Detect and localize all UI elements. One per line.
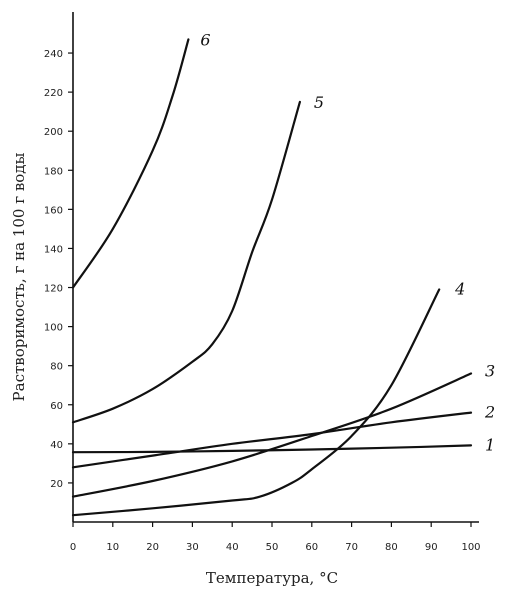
x-tick-label: 40 bbox=[226, 542, 239, 553]
series-curve-4 bbox=[71, 288, 441, 517]
y-tick-label: 200 bbox=[44, 127, 63, 138]
x-tick-label: 70 bbox=[345, 542, 358, 553]
series-curve-5 bbox=[71, 100, 301, 424]
series-labels: 1 2 3 4 5 6 bbox=[200, 30, 495, 454]
series-curve-3 bbox=[71, 372, 473, 498]
y-tick-label: 180 bbox=[44, 166, 63, 177]
x-tick-label: 50 bbox=[266, 542, 279, 553]
y-tick-label: 20 bbox=[50, 479, 63, 490]
y-axis-label: Растворимость, г на 100 г воды bbox=[10, 152, 28, 401]
y-tick-label: 40 bbox=[50, 440, 63, 451]
series-label-4: 4 bbox=[454, 279, 465, 298]
curves bbox=[71, 38, 473, 517]
x-tick-label: 100 bbox=[461, 542, 480, 553]
series-label-2: 2 bbox=[484, 403, 495, 422]
axes bbox=[72, 12, 479, 523]
y-tick-label: 60 bbox=[50, 401, 63, 412]
series-label-6: 6 bbox=[200, 30, 210, 49]
series-curve-2 bbox=[71, 411, 473, 469]
ticks: 0 10 20 30 40 50 60 70 80 90 100 20 40 60 80 100 120 140 1… bbox=[44, 49, 481, 553]
y-tick-label: 240 bbox=[44, 49, 63, 60]
series-label-3: 3 bbox=[485, 361, 495, 380]
y-tick-label: 220 bbox=[44, 88, 63, 99]
series-curve-6 bbox=[71, 38, 190, 289]
x-tick-label: 60 bbox=[305, 542, 318, 553]
series-label-1: 1 bbox=[485, 435, 495, 454]
x-tick-label: 10 bbox=[106, 542, 119, 553]
y-tick-label: 140 bbox=[44, 244, 63, 255]
y-tick-label: 100 bbox=[44, 323, 63, 334]
y-tick-label: 80 bbox=[50, 362, 63, 373]
y-tick-label: 160 bbox=[44, 205, 63, 216]
x-tick-label: 90 bbox=[425, 542, 438, 553]
x-tick-label: 0 bbox=[70, 542, 76, 553]
y-tick-label: 120 bbox=[44, 284, 63, 295]
x-tick-label: 80 bbox=[385, 542, 398, 553]
x-tick-label: 20 bbox=[146, 542, 159, 553]
x-axis-label: Температура, °С bbox=[206, 569, 338, 587]
x-tick-label: 30 bbox=[186, 542, 199, 553]
series-label-5: 5 bbox=[314, 93, 324, 112]
